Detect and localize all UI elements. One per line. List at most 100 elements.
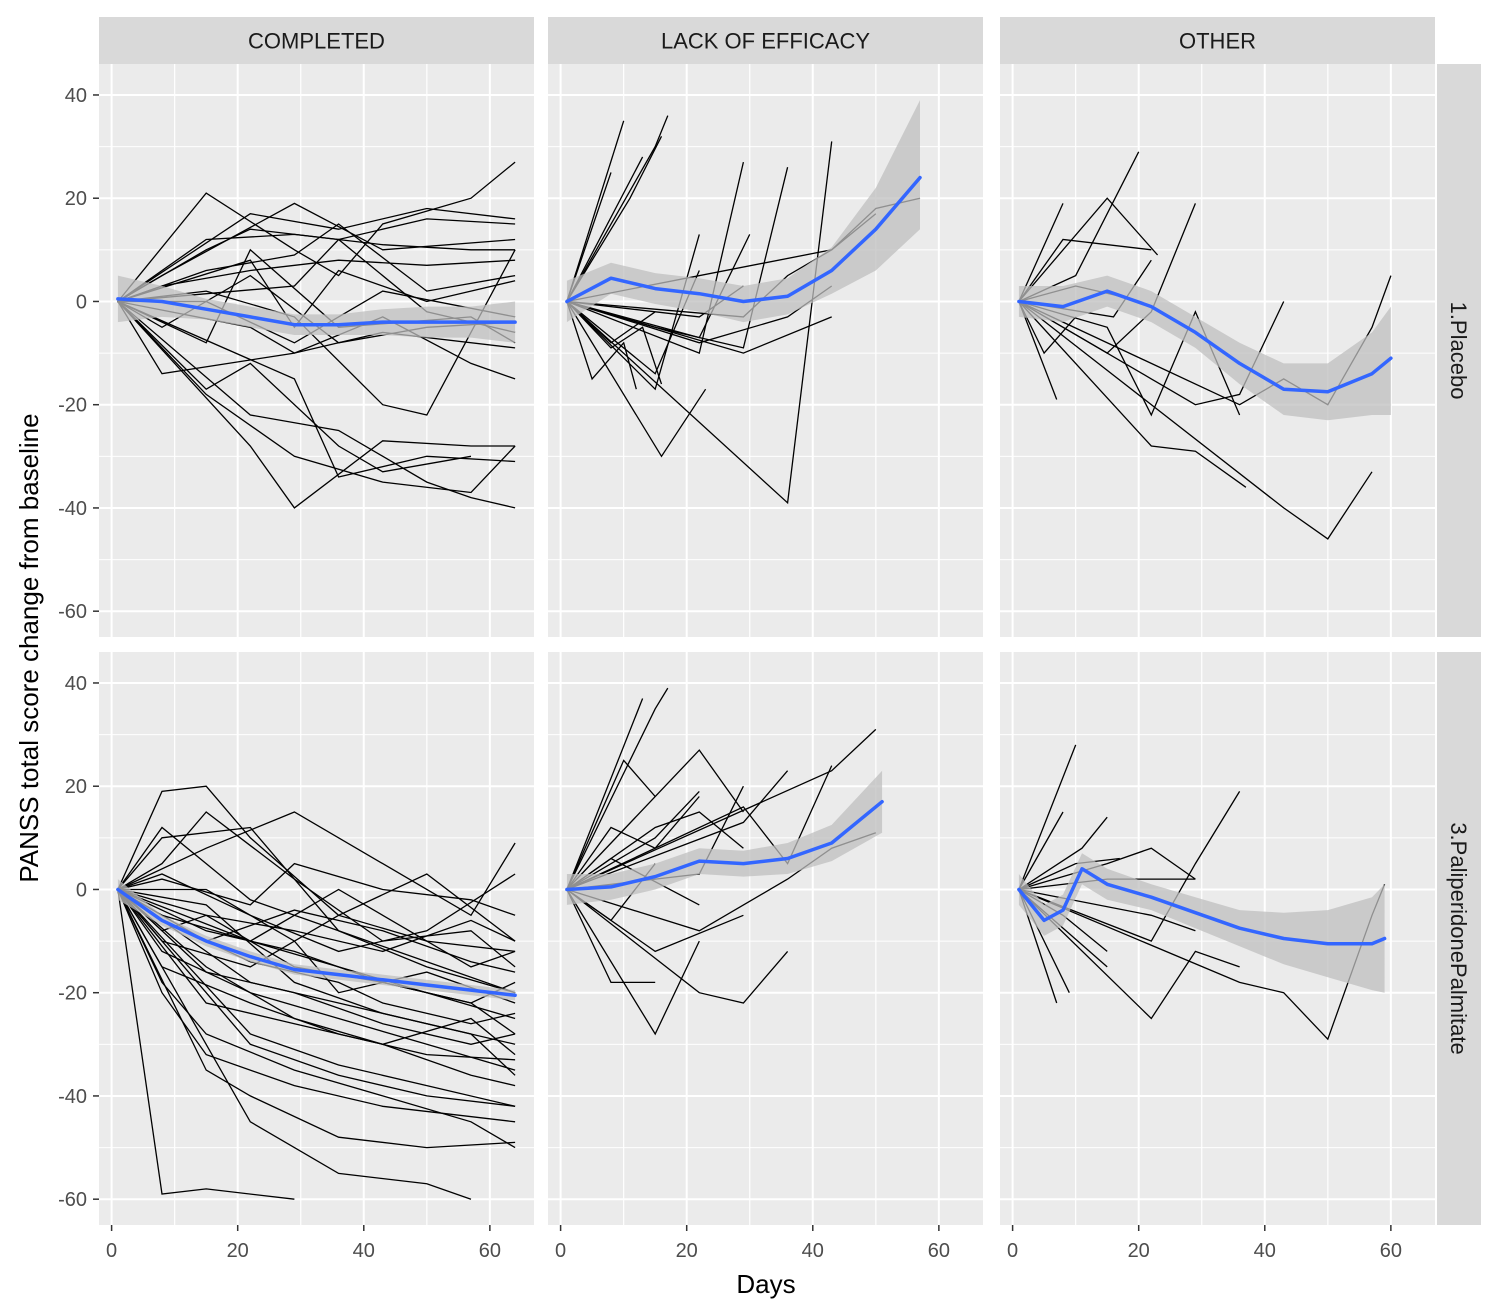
subject-line-2	[1018, 238, 1152, 302]
axes-layer: 40 20 0 -20 -40 -60 40 20 0 -20 -40 -60 0 20 40 60 0 20 40…	[58, 85, 1402, 1262]
subject-line-11	[117, 889, 295, 1200]
y-tick-label: 40	[65, 673, 87, 695]
subject-line-15	[117, 888, 516, 953]
confidence-ribbon	[117, 275, 516, 343]
y-tick-label: -40	[58, 1086, 87, 1108]
x-tick-label: 60	[479, 1240, 501, 1262]
smooth-trend-line	[1017, 867, 1387, 946]
smooth-trend-line	[1017, 289, 1393, 394]
x-axis-title: Days	[736, 1269, 795, 1299]
subject-line-10	[117, 889, 516, 1149]
subject-line-29	[117, 826, 516, 994]
y-tick-label: 40	[65, 85, 87, 107]
subject-line-1	[117, 161, 516, 302]
panel-data	[116, 785, 517, 1200]
subject-line-14	[117, 301, 516, 509]
panels-layer	[99, 64, 1435, 1225]
panel-data	[1017, 744, 1387, 1041]
confidence-ribbon	[566, 100, 920, 323]
subject-line-23	[117, 873, 516, 953]
subject-line-1	[1018, 203, 1064, 302]
subject-line-3	[566, 115, 669, 302]
subject-line-14	[1018, 301, 1077, 355]
y-tick-label: -40	[58, 498, 87, 520]
subject-line-11	[117, 301, 472, 473]
subject-line-1	[566, 120, 625, 302]
subject-line-2	[1018, 811, 1064, 890]
subject-line-30	[117, 889, 516, 1045]
y-axis-title: PANSS total score change from baseline	[14, 413, 44, 882]
x-tick-label: 0	[106, 1240, 117, 1262]
subject-line-5	[1018, 301, 1247, 488]
subject-line-6	[566, 301, 707, 458]
subject-line-13	[566, 790, 700, 891]
smooth-trend-line	[565, 175, 922, 304]
smooth-trend-line	[116, 887, 517, 998]
subject-line-12	[566, 300, 832, 354]
subject-line-6	[117, 223, 516, 303]
subject-line-16	[566, 301, 663, 385]
panel-completed-3-paliperidonepalmitate	[99, 652, 534, 1225]
x-tick-label: 40	[1254, 1240, 1276, 1262]
subject-line-7	[117, 207, 516, 303]
subject-line-15	[566, 770, 789, 891]
subject-line-8	[566, 888, 789, 1004]
subject-line-20	[117, 259, 516, 329]
subject-line-18	[566, 811, 744, 891]
y-tick-label: 20	[65, 188, 87, 210]
y-tick-label: 0	[76, 879, 87, 901]
subject-line-6	[566, 728, 877, 891]
panel-background	[99, 652, 534, 1225]
subject-line-8	[1018, 301, 1058, 400]
subject-line-8	[117, 889, 516, 1087]
x-tick-label: 20	[227, 1240, 249, 1262]
subject-line-20	[566, 301, 637, 390]
y-tick-label: -20	[58, 395, 87, 417]
panel-other-3-paliperidonepalmitate	[1000, 652, 1435, 1225]
facet-strips-layer: COMPLETED LACK OF EFFICACY OTHER 1.Placebo 3…	[99, 17, 1481, 1225]
subject-line-1	[1018, 744, 1077, 890]
smooth-trend-line	[565, 799, 884, 892]
subject-line-4	[566, 136, 663, 302]
subject-line-2	[566, 698, 644, 890]
subject-line-13	[1018, 857, 1120, 891]
x-tick-label: 0	[1007, 1240, 1018, 1262]
subject-line-15	[117, 300, 516, 478]
subject-line-9	[566, 889, 656, 984]
x-tick-label: 0	[555, 1240, 566, 1262]
strip-3-paliperidonepalmitate	[1437, 652, 1481, 1225]
y-tick-label: -20	[58, 983, 87, 1005]
x-tick-label: 40	[802, 1240, 824, 1262]
x-tick-label: 40	[353, 1240, 375, 1262]
strip-label-1-placebo: 1.Placebo	[1446, 302, 1471, 400]
subject-line-4	[566, 749, 744, 890]
subject-line-3	[117, 811, 516, 968]
subject-line-18	[117, 889, 516, 1061]
subject-line-7	[117, 889, 516, 1071]
subject-line-13	[117, 301, 516, 509]
subject-line-3	[566, 759, 656, 890]
subject-line-16	[117, 862, 516, 916]
panel-lack-of-efficacy-3-paliperidonepalmitate	[548, 652, 983, 1225]
strip-1-placebo	[1437, 64, 1481, 637]
subject-line-21	[117, 888, 516, 968]
smooth-trend-line	[116, 297, 517, 327]
subject-line-1	[566, 687, 669, 890]
panel-data	[565, 687, 884, 1036]
panel-data	[116, 161, 517, 509]
strip-other	[1000, 17, 1435, 64]
y-tick-label: -60	[58, 601, 87, 623]
y-tick-label: -60	[58, 1189, 87, 1211]
confidence-ribbon	[1018, 853, 1385, 993]
subject-line-25	[117, 889, 516, 1123]
strip-label-lack-of-efficacy: LACK OF EFFICACY	[661, 29, 870, 54]
subject-line-9	[566, 161, 745, 354]
panel-background	[548, 652, 983, 1225]
panel-other-1-placebo	[1000, 64, 1435, 637]
panel-completed-1-placebo	[99, 64, 534, 637]
subject-line-10	[1018, 816, 1108, 891]
subject-line-6	[117, 888, 516, 1035]
strip-label-3-paliperidonepalmitate: 3.PaliperidonePalmitate	[1446, 822, 1471, 1054]
subject-line-7	[566, 889, 700, 1036]
